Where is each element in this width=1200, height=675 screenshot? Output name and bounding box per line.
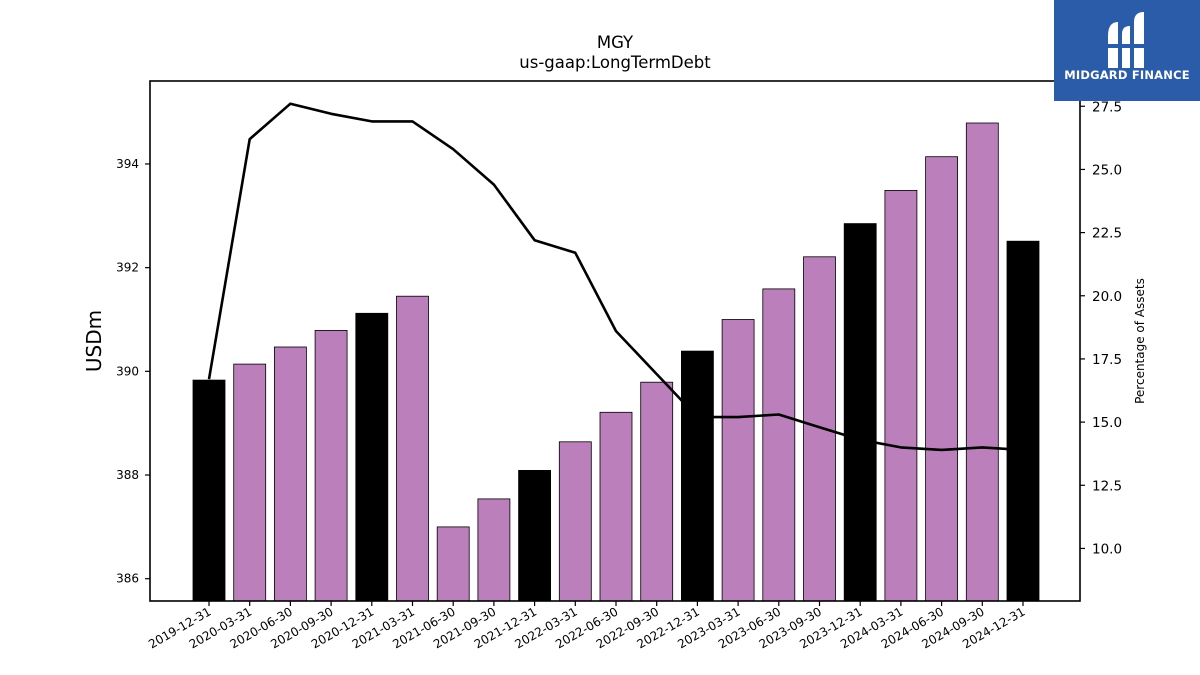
y-tick-label: 388 [116,468,139,482]
bar-2022-12-31 [681,350,714,602]
bar-2020-03-31 [233,363,267,602]
bar-2023-12-31 [843,223,877,602]
brand-name: MIDGARD FINANCE [1064,68,1190,82]
bar-2023-06-30 [762,288,796,602]
y2-tick-label: 10.0 [1092,541,1122,557]
y2-tick-label: 12.5 [1092,478,1122,494]
bar-2020-06-30 [273,346,307,602]
bar-2021-03-31 [396,295,429,602]
brand-logo: MIDGARD FINANCE [1054,0,1200,101]
bar-2021-06-30 [436,526,470,602]
midgard-logo-icon [1106,12,1146,68]
y-tick-label: 392 [116,261,139,275]
bar-2024-03-31 [884,189,918,602]
bar-2020-12-31 [355,312,389,602]
percentage-line [207,102,1024,452]
y2-tick-label: 15.0 [1092,415,1122,431]
y-tick-label: 386 [116,572,139,586]
bar-2021-12-31 [518,469,551,602]
line-group [207,102,1024,452]
bar-2021-09-30 [477,498,511,602]
y2-tick-label: 27.5 [1092,99,1122,115]
bar-2023-09-30 [803,256,836,602]
y2-tick-label: 20.0 [1092,289,1122,305]
chart-title: MGY [596,33,634,52]
bars-group [192,122,1040,602]
bar-2020-09-30 [314,329,348,602]
chart-subtitle: us-gaap:LongTermDebt [519,53,711,72]
plot-frame [149,80,1081,602]
bar-2024-06-30 [925,156,958,602]
y2-tick-label: 17.5 [1092,352,1122,368]
bar-2022-03-31 [558,441,592,602]
y2-axis-label: Percentage of Assets [1133,278,1147,404]
bar-2019-12-31 [192,379,226,602]
y-tick-label: 390 [116,364,139,378]
y2-tick-label: 25.0 [1092,162,1122,178]
y-tick-label: 394 [116,157,139,171]
bar-2023-03-31 [721,319,755,602]
bar-2024-12-31 [1006,240,1040,602]
bar-2022-06-30 [599,411,633,602]
y2-tick-label: 22.5 [1092,226,1122,242]
bar-2022-09-30 [640,381,674,602]
bar-2024-09-30 [965,122,999,602]
y-axis-label: USDm [82,310,106,372]
